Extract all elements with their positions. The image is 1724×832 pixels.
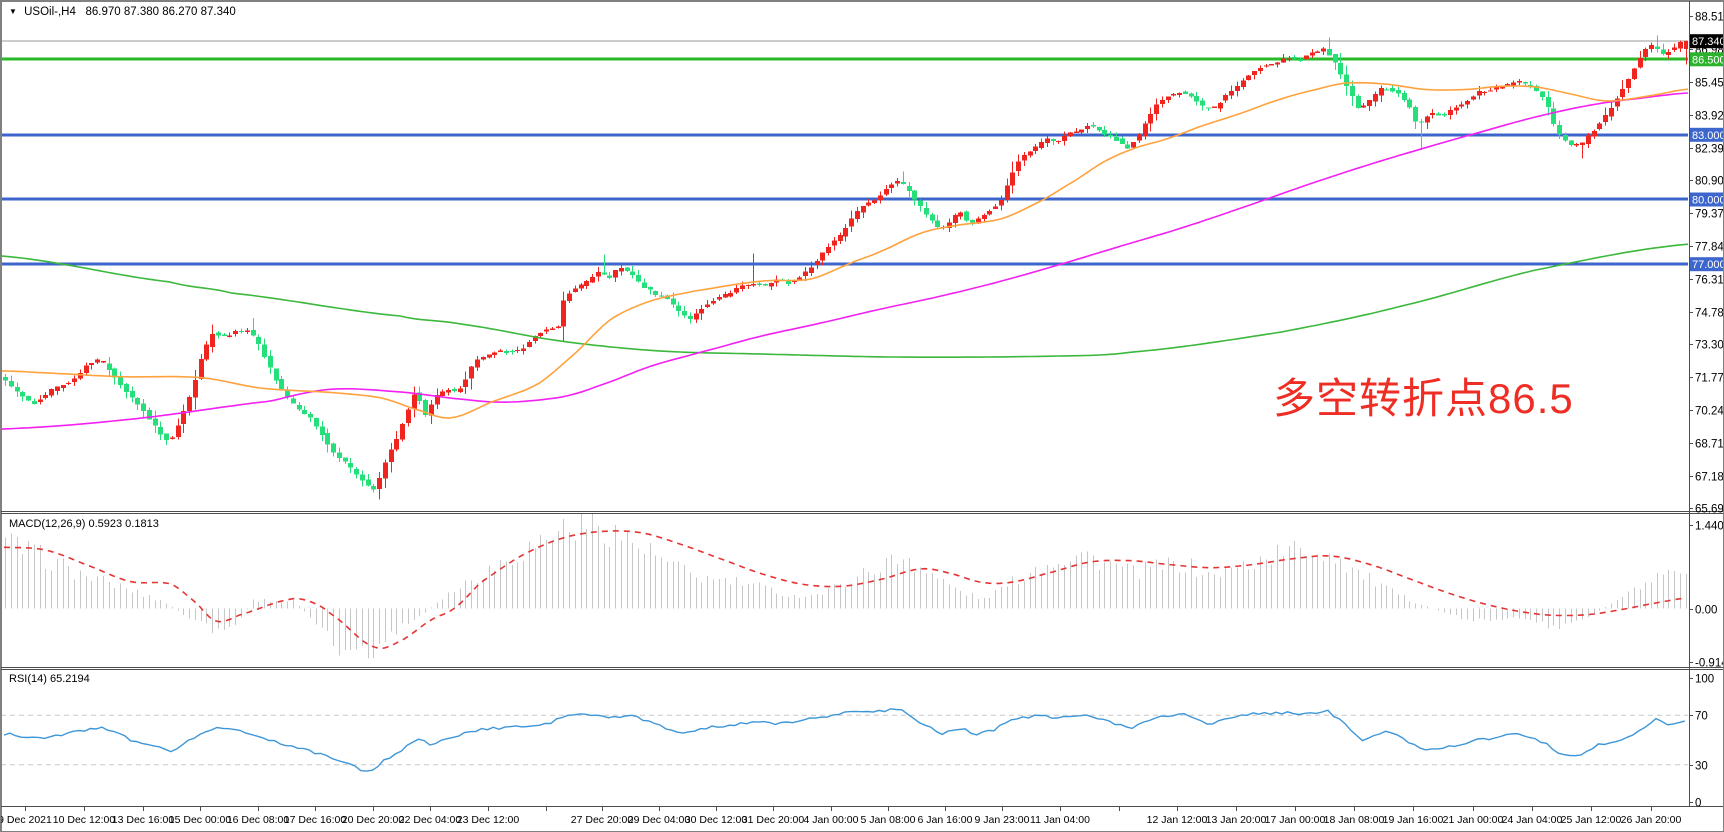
- time-axis-label: 11 Jan 04:00: [1030, 814, 1090, 826]
- price-axis-label: 85.450: [1695, 78, 1724, 90]
- price-axis-label: 68.710: [1695, 439, 1724, 451]
- time-axis-label: 13 Dec 16:00: [112, 814, 175, 826]
- time-axis-label: 29 Dec 04:00: [628, 814, 691, 826]
- chart-dropdown-icon[interactable]: ▼: [9, 7, 17, 16]
- time-axis-label: 9 Jan 23:00: [975, 814, 1030, 826]
- time-axis-label: 26 Jan 20:00: [1621, 814, 1682, 826]
- rsi-axis-label: 0: [1695, 798, 1701, 810]
- time-axis-label: 17 Dec 16:00: [284, 814, 347, 826]
- macd-axis-label: 1.4405: [1695, 521, 1724, 533]
- time-axis-label: 20 Dec 20:00: [342, 814, 405, 826]
- symbol-header: ▼ USOil-,H4 86.970 87.380 86.270 87.340: [9, 6, 236, 18]
- ma-slow-green-line: [2, 243, 1688, 359]
- ma-fast-orange-line: [2, 81, 1688, 419]
- price-badge-83.000: [1690, 127, 1723, 142]
- time-axis-label: 25 Jan 12:00: [1561, 814, 1622, 826]
- price-badge-text: 86.500: [1692, 54, 1724, 66]
- price-axis-label: 67.180: [1695, 472, 1724, 484]
- price-axis-label: 71.770: [1695, 373, 1724, 385]
- rsi-pane[interactable]: [1, 708, 1689, 772]
- time-axis-label: 13 Jan 20:00: [1206, 814, 1267, 826]
- time-axis-label: 6 Jan 16:00: [918, 814, 973, 826]
- price-badge-text: 80.000: [1692, 195, 1724, 207]
- time-axis-label: 16 Dec 08:00: [227, 814, 290, 826]
- price-badge-86.500: [1690, 52, 1723, 67]
- time-axis-label: 4 Jan 00:00: [804, 814, 859, 826]
- time-axis-label: 23 Dec 12:00: [457, 814, 520, 826]
- price-axis-label: 83.920: [1695, 111, 1724, 123]
- time-axis-label: 15 Dec 00:00: [169, 814, 232, 826]
- time-axis-label: 22 Dec 04:00: [399, 814, 462, 826]
- rsi-line: [3, 708, 1685, 772]
- time-axis-label: 5 Jan 08:00: [861, 814, 916, 826]
- time-axis-label: 9 Dec 2021: [1, 814, 52, 826]
- time-axis-label: 30 Dec 12:00: [685, 814, 748, 826]
- ma-mid-magenta-line: [2, 92, 1688, 430]
- candles[interactable]: [3, 35, 1689, 500]
- time-axis-label: 10 Dec 12:00: [53, 814, 116, 826]
- annotation-text: 多空转折点86.5: [1273, 375, 1574, 422]
- time-axis-label: 31 Dec 20:00: [742, 814, 805, 826]
- price-axis-label: 70.240: [1695, 406, 1724, 418]
- time-axis-label: 12 Jan 12:00: [1147, 814, 1208, 826]
- price-axis-label: 65.695: [1695, 504, 1724, 516]
- time-axis-label: 19 Jan 16:00: [1383, 814, 1444, 826]
- price-axis-label: 76.315: [1695, 275, 1724, 287]
- time-axis-label: 18 Jan 08:00: [1324, 814, 1385, 826]
- price-axis-label: 82.390: [1695, 144, 1724, 156]
- rsi-axis-label: 100: [1695, 674, 1714, 686]
- macd-indicator-label: MACD(12,26,9) 0.5923 0.1813: [9, 518, 159, 530]
- price-axis-label: 88.510: [1695, 12, 1724, 24]
- rsi-indicator-label: RSI(14) 65.2194: [9, 673, 90, 685]
- time-axis-label: 24 Jan 04:00: [1502, 814, 1563, 826]
- main-price-pane[interactable]: [1, 35, 1689, 500]
- symbol-timeframe-label: USOil-,H4: [24, 6, 76, 18]
- price-badge-text: 87.340: [1692, 36, 1724, 48]
- price-axis-label: 74.785: [1695, 308, 1724, 320]
- price-badge-87.340: [1690, 34, 1723, 49]
- price-badge-text: 83.000: [1692, 130, 1724, 142]
- price-axis-label: 77.845: [1695, 242, 1724, 254]
- rsi-axis-label: 30: [1695, 761, 1708, 773]
- time-axis-label: 17 Jan 00:00: [1265, 814, 1326, 826]
- price-badge-text: 77.000: [1692, 259, 1724, 271]
- price-badge-80.000: [1690, 192, 1723, 207]
- time-axis-label: 21 Jan 00:00: [1443, 814, 1504, 826]
- price-axis-label: 73.300: [1695, 340, 1724, 352]
- price-badge-77.000: [1690, 257, 1723, 272]
- rsi-axis-label: 70: [1695, 711, 1708, 723]
- macd-axis-label: -0.9144: [1695, 658, 1724, 670]
- time-axis-label: 27 Dec 20:00: [571, 814, 634, 826]
- macd-pane[interactable]: [3, 509, 1687, 659]
- ohlc-values-label: 86.970 87.380 86.270 87.340: [85, 6, 236, 18]
- price-axis-label: 79.375: [1695, 209, 1724, 221]
- price-axis-label: 80.905: [1695, 176, 1724, 188]
- macd-axis-label: 0.00: [1695, 605, 1717, 617]
